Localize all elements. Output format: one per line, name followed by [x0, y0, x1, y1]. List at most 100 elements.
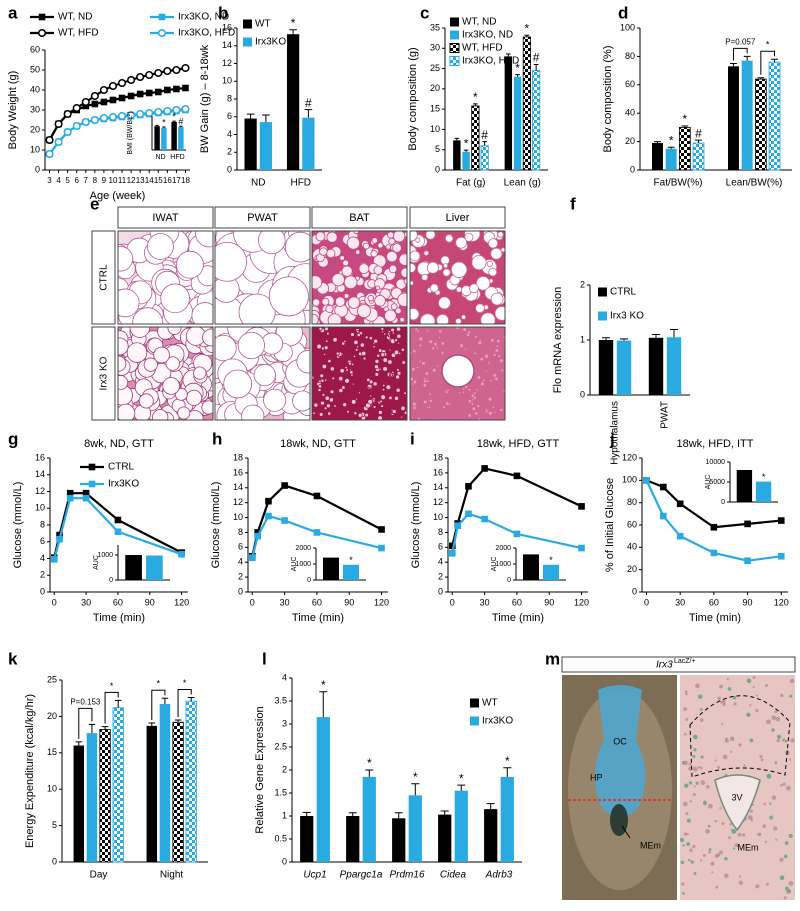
cell [223, 369, 253, 399]
cell [393, 349, 400, 356]
significance-mark: * [367, 756, 372, 770]
cell [374, 294, 386, 307]
cell [711, 871, 714, 874]
tile-border [214, 326, 311, 421]
cell [268, 276, 309, 317]
bar [146, 725, 158, 862]
cell [686, 818, 691, 823]
cell [321, 297, 330, 306]
cell [480, 381, 485, 387]
cell [721, 822, 725, 825]
cell [376, 353, 381, 358]
y-tick-label: 8 [438, 527, 443, 537]
cell [400, 415, 404, 419]
error-bar [162, 126, 166, 128]
cell [688, 781, 693, 785]
cell [471, 406, 477, 412]
cell [362, 356, 367, 361]
legend-swatch [450, 17, 459, 27]
marker [313, 529, 321, 536]
marker [145, 89, 153, 97]
cell [377, 415, 383, 420]
y-tick-label: 0 [282, 856, 287, 866]
marker [127, 110, 136, 120]
y-tick-label: 0 [632, 586, 637, 596]
cell [755, 708, 759, 713]
marker [481, 465, 488, 472]
cell [788, 758, 792, 761]
marker [777, 517, 785, 524]
marker [660, 512, 667, 520]
marker [676, 532, 684, 540]
cell [143, 357, 158, 372]
error-bar [187, 696, 195, 702]
y-tick-label: 25 [47, 674, 57, 684]
cell [423, 379, 428, 384]
cell [724, 857, 728, 861]
legend-swatch [598, 287, 607, 297]
marker [117, 111, 127, 121]
cell [388, 237, 396, 245]
cell [749, 809, 754, 813]
cell [488, 267, 498, 277]
cell [681, 882, 685, 886]
cell [685, 812, 689, 816]
bracket-label: * [183, 678, 187, 688]
x-tick-label: 120 [374, 597, 389, 607]
image-label: MEm [640, 840, 661, 850]
cell [346, 236, 360, 250]
marker [145, 70, 154, 80]
y-tick-label: 20 [625, 136, 635, 146]
error-bar [654, 141, 661, 144]
x-axis-label: Time (min) [492, 612, 544, 624]
error-bar [75, 741, 83, 746]
bar [316, 717, 330, 862]
x-tick-label: ND [251, 178, 265, 189]
bar [666, 337, 682, 395]
cell [343, 293, 350, 299]
y-tick-label: 14 [233, 482, 243, 492]
x-axis-label: Time (min) [93, 612, 145, 624]
y-tick-label: 2 [580, 279, 585, 289]
cell [356, 329, 360, 334]
cell [455, 327, 460, 331]
cell [312, 275, 323, 290]
cell [450, 261, 468, 278]
bar [343, 564, 359, 580]
bar [504, 56, 513, 170]
cell [455, 317, 462, 324]
cell [410, 376, 414, 382]
error-bar [482, 141, 487, 146]
cell [174, 387, 188, 401]
legend-swatch [449, 56, 460, 66]
cell [475, 276, 491, 291]
bar [678, 127, 691, 171]
marker [178, 551, 185, 558]
y-axis-label: Glucose (mmol/L) [12, 482, 24, 569]
cell [195, 231, 213, 248]
x-tick-label: Fat (g) [456, 178, 485, 189]
cell [707, 824, 711, 828]
bar [598, 340, 614, 395]
marker [777, 552, 785, 560]
y-axis-label: Body composition (%) [602, 46, 614, 153]
cell [423, 250, 429, 256]
cell [494, 376, 499, 382]
cell [372, 381, 378, 387]
series-line [251, 514, 382, 559]
marker [81, 97, 90, 107]
cell [467, 330, 471, 335]
cell [733, 847, 736, 850]
cell [373, 364, 379, 370]
marker [313, 492, 321, 500]
bar [532, 70, 541, 171]
x-tick-label: 60 [113, 597, 123, 607]
y-tick-label: 0 [507, 577, 511, 584]
cell [487, 361, 491, 365]
cell [775, 838, 778, 841]
panel-letter: g [8, 429, 18, 448]
cell [352, 354, 357, 359]
cell [400, 347, 405, 352]
tile-border [311, 230, 408, 325]
cell [215, 241, 247, 282]
